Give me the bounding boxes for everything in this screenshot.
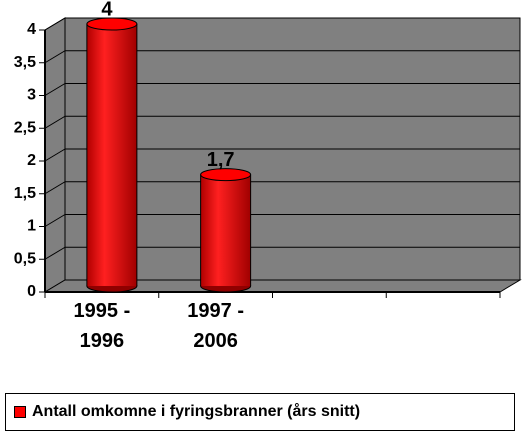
y-tick-label: 1: [27, 218, 36, 235]
grid-line-side: [44, 181, 66, 195]
y-tick-label: 3,5: [14, 54, 36, 71]
y-tick-label: 2,5: [14, 119, 36, 136]
grid-line-side: [44, 148, 66, 162]
y-tick-label: 3: [27, 87, 36, 104]
data-label: 4: [101, 0, 113, 20]
y-tick-label: 0,5: [14, 250, 36, 267]
grid-line-side: [44, 246, 66, 260]
y-tick-label: 2: [27, 152, 36, 169]
chart: 0 0,5 1 1,5 2 2,5 3 3,5 4 4 1,7: [14, 0, 522, 300]
legend-swatch: [14, 406, 26, 418]
bar-top: [200, 168, 252, 182]
bar-top: [86, 17, 138, 31]
x-tick-label: 1995 - 1996: [73, 300, 131, 352]
bar: [86, 24, 137, 286]
grid-line-side: [44, 50, 66, 64]
x-tick-label: 1997 - 2006: [187, 300, 244, 352]
data-label: 1,7: [207, 149, 235, 171]
y-tick-label: 1,5: [14, 185, 36, 202]
y-tick-label: 0: [27, 283, 36, 300]
legend-label: Antall omkomne i fyringsbranner (års sni…: [32, 403, 361, 420]
grid-line-side: [44, 214, 66, 227]
grid-line-side: [44, 17, 66, 31]
bar: [200, 174, 251, 286]
y-tick-label: 4: [27, 21, 36, 38]
legend: Antall omkomne i fyringsbranner (års sni…: [5, 393, 515, 431]
grid-line-side: [44, 115, 66, 129]
grid-line-side: [44, 83, 66, 96]
